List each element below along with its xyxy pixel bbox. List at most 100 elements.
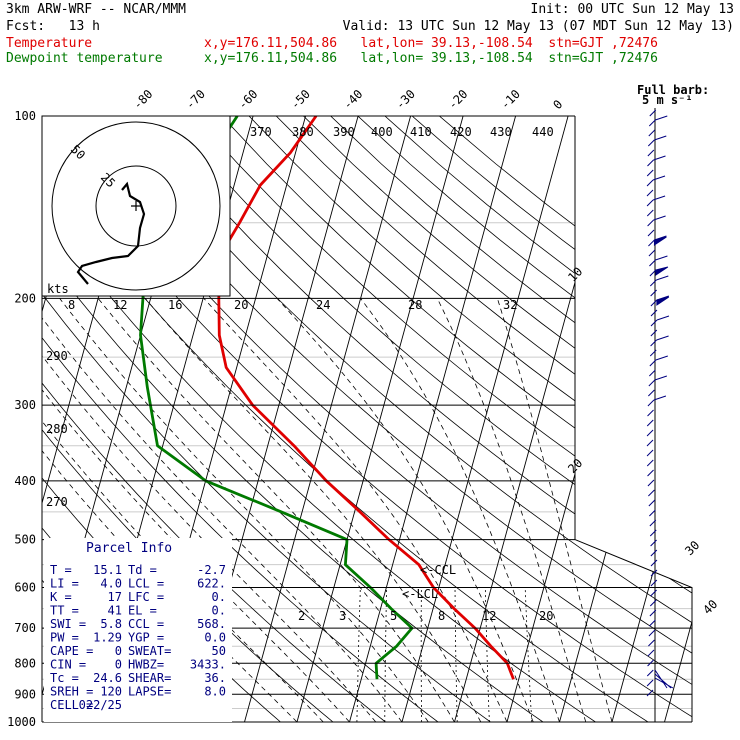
parcel-label: LAPSE= xyxy=(128,685,171,699)
temperature-profile xyxy=(217,116,515,680)
wind-barb xyxy=(646,439,654,447)
parcel-label: K = xyxy=(50,590,72,604)
mixing-label-top-24: 24 xyxy=(316,298,330,312)
mixing-label-top-28: 28 xyxy=(408,298,422,312)
mixing-label-bottom-5: 5 xyxy=(390,609,397,623)
wind-barb xyxy=(649,349,657,357)
wind-barb xyxy=(648,129,656,137)
mixing-label-top-20: 20 xyxy=(234,298,248,312)
isotherm-30 xyxy=(559,116,692,722)
parcel-value: 0. xyxy=(212,590,226,604)
dry-adiabat-410 xyxy=(248,116,692,722)
wind-barb-feather xyxy=(656,335,669,341)
lcl-marker: <-LCL xyxy=(402,587,438,601)
wind-barb xyxy=(650,559,658,567)
parcel-value: 24.6 xyxy=(93,671,122,685)
wind-barb xyxy=(649,279,657,287)
parcel-value: 568. xyxy=(197,617,226,631)
wind-barb xyxy=(649,529,657,537)
wind-barb xyxy=(646,189,654,197)
parcel-value: 4.0 xyxy=(100,577,122,591)
parcel-label: SWEAT= xyxy=(128,644,171,658)
wind-barb xyxy=(649,599,657,607)
wind-barb xyxy=(648,629,656,637)
mixing-label-bottom-2: 2 xyxy=(298,609,305,623)
isotherm-20 xyxy=(506,116,674,722)
parcel-info-bg xyxy=(44,538,232,722)
parcel-value: 1.29 xyxy=(93,631,122,645)
isotherm-40 xyxy=(611,116,692,722)
wind-barb xyxy=(647,649,655,657)
parcel-value: 50 xyxy=(212,644,226,658)
wind-barb xyxy=(646,419,654,427)
mixing-label-top-32: 32 xyxy=(503,298,517,312)
theta-label-400: 400 xyxy=(371,125,393,139)
isotherm--30 xyxy=(244,116,412,722)
wind-barb xyxy=(646,669,654,677)
mixing-ratio-12 xyxy=(484,587,490,722)
wind-barb xyxy=(647,659,654,667)
parcel-label: Td = xyxy=(128,563,157,577)
wind-barb xyxy=(646,679,654,687)
wind-barb xyxy=(650,329,658,337)
wind-barb xyxy=(646,429,654,437)
dry-adiabat-290 xyxy=(42,116,491,722)
wind-barb xyxy=(648,389,655,397)
mixing-label-bottom-12: 12 xyxy=(482,609,496,623)
parcel-value: 36. xyxy=(204,671,226,685)
wind-barb xyxy=(650,309,658,317)
valid-time: Valid: 13 UTC Sun 12 May 13 (07 MDT Sun … xyxy=(342,19,734,34)
theta-label-420: 420 xyxy=(450,125,472,139)
dry-adiabat-320 xyxy=(42,116,649,722)
parcel-label: EL = xyxy=(128,604,157,618)
parcel-label: SREH = xyxy=(50,685,93,699)
parcel-value: 0. xyxy=(212,604,226,618)
isotherm-label-20: 20 xyxy=(565,456,585,476)
parcel-label: CELL = xyxy=(50,698,93,712)
wind-barb xyxy=(646,179,654,187)
isotherm-label--20: -20 xyxy=(445,87,470,112)
isotherm-label--80: -80 xyxy=(130,87,155,112)
isotherm-label-40: 40 xyxy=(700,597,720,617)
parcel-label: SWI = xyxy=(50,617,86,631)
isotherm-label--50: -50 xyxy=(288,87,313,112)
init-time: Init: 00 UTC Sun 12 May 13 xyxy=(530,2,735,17)
wind-barb xyxy=(646,689,654,697)
wind-barb-flag xyxy=(656,296,670,306)
dry-adiabat-label-280: 280 xyxy=(46,422,68,436)
dry-adiabat-310 xyxy=(42,116,596,722)
parcel-label: LCL = xyxy=(128,577,164,591)
theta-label-410: 410 xyxy=(410,125,432,139)
parcel-label: LFC = xyxy=(128,590,164,604)
moist-adiabat-0 xyxy=(42,298,403,722)
wind-barb-flag xyxy=(655,266,669,276)
isotherm-label-10: 10 xyxy=(565,264,585,284)
wind-barb xyxy=(648,239,655,247)
wind-barb xyxy=(646,449,654,457)
wind-barb xyxy=(649,359,657,367)
pressure-label-600: 600 xyxy=(14,581,36,595)
wind-barb xyxy=(650,289,657,297)
wind-barb xyxy=(647,159,654,167)
wind-barb xyxy=(650,589,657,597)
moist-adiabat-20 xyxy=(203,298,508,722)
mixing-label-top-12: 12 xyxy=(113,298,127,312)
wind-barb xyxy=(649,619,656,627)
mixing-label-bottom-20: 20 xyxy=(539,609,553,623)
parcel-value: 5.8 xyxy=(100,617,122,631)
wind-barb xyxy=(648,489,655,497)
parcel-value: 120 xyxy=(100,685,122,699)
wind-barb xyxy=(649,509,656,517)
parcel-value: 17 xyxy=(108,590,122,604)
wind-barb xyxy=(646,459,654,467)
wind-panel-title: Full barb: xyxy=(637,83,709,97)
isotherm-label--40: -40 xyxy=(340,87,365,112)
wind-barb xyxy=(649,519,657,527)
wind-barb xyxy=(648,499,656,507)
parcel-value: 15.1 xyxy=(93,563,122,577)
pressure-label-700: 700 xyxy=(14,621,36,635)
hodograph-trace xyxy=(76,181,146,285)
parcel-info-title: Parcel Info xyxy=(86,541,172,556)
wind-barb-feather xyxy=(653,155,666,161)
dry-adiabat-340 xyxy=(58,116,692,722)
